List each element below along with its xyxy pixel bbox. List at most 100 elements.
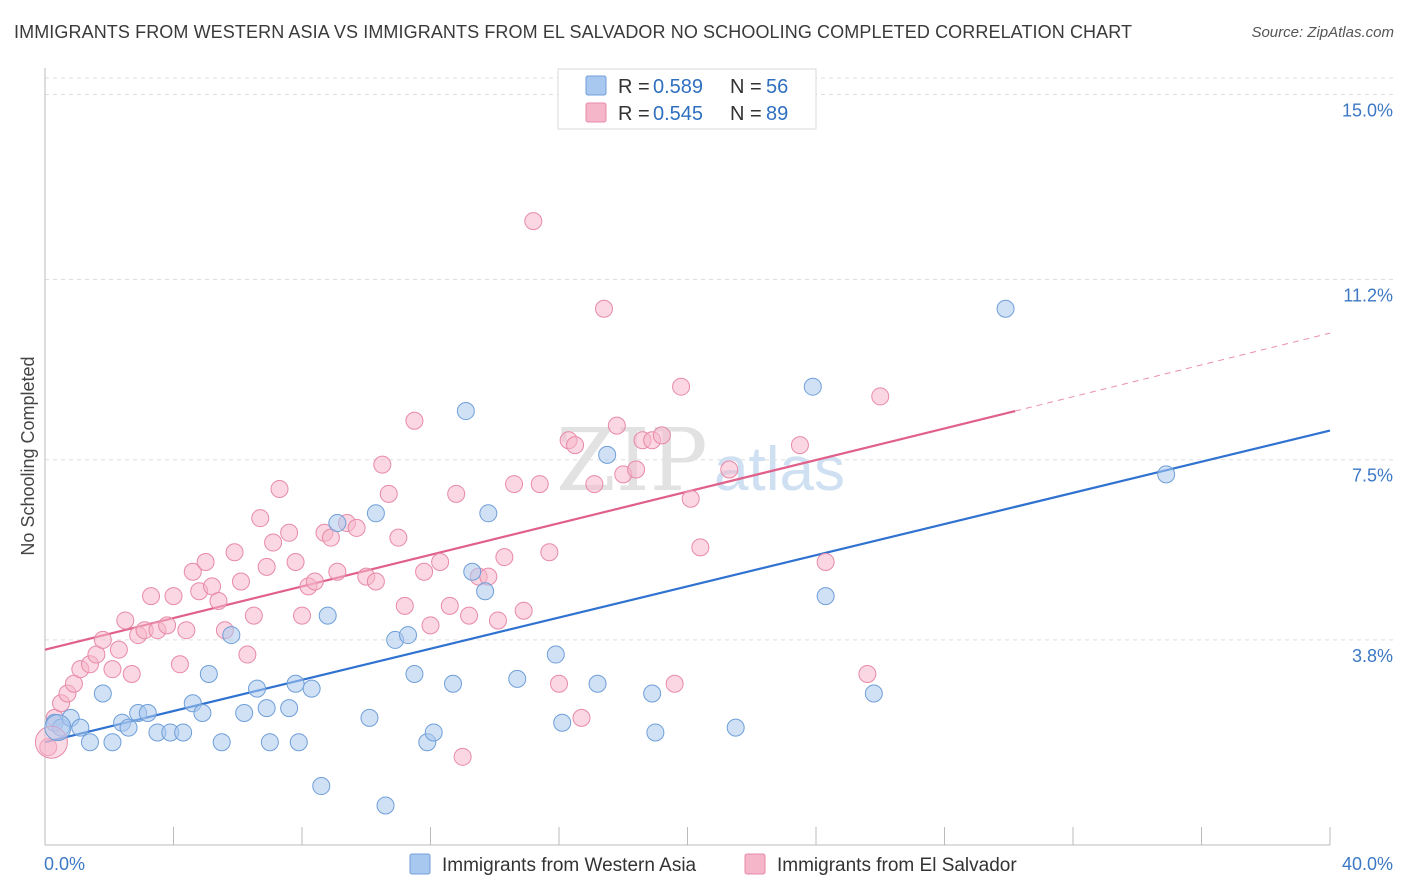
data-point [302, 679, 321, 698]
legend-n-label-2: N = [730, 103, 762, 125]
data-point [289, 733, 308, 752]
data-point [93, 684, 112, 703]
data-point [546, 645, 565, 664]
data-point [71, 718, 90, 737]
data-point [431, 553, 450, 572]
data-point [566, 436, 585, 455]
data-point [270, 479, 289, 498]
data-point [476, 582, 495, 601]
data-point [460, 606, 479, 625]
data-point [505, 475, 524, 494]
data-point [443, 674, 462, 693]
x-tick-labels: 0.0% 40.0% [44, 854, 1393, 874]
data-point [251, 509, 270, 528]
data-point [405, 665, 424, 684]
data-point [257, 699, 276, 718]
data-point [463, 562, 482, 581]
data-point [379, 484, 398, 503]
data-point [366, 504, 385, 523]
y-axis-label: No Schooling Completed [18, 356, 38, 555]
data-point [453, 747, 472, 766]
bottom-legend-swatch-western-asia [409, 853, 431, 875]
data-point [318, 606, 337, 625]
chart-title: IMMIGRANTS FROM WESTERN ASIA VS IMMIGRAN… [14, 22, 1133, 42]
data-point [109, 640, 128, 659]
data-point [231, 572, 250, 591]
data-point [328, 562, 347, 581]
legend-swatch-el-salvador [585, 102, 607, 123]
data-point [122, 665, 141, 684]
y-tick-label: 7.5% [1352, 466, 1393, 486]
data-point [222, 626, 241, 645]
gridlines [45, 77, 1395, 641]
legend-r-label-1: R = [618, 76, 650, 98]
data-point [248, 679, 267, 698]
data-point [550, 674, 568, 693]
source-credit: Source: ZipAtlas.com [1251, 24, 1394, 41]
data-point [293, 606, 311, 625]
legend: R = 0.589 N = 56 R = 0.545 N = 89 [557, 68, 817, 130]
axes [44, 68, 1331, 846]
data-point [598, 445, 617, 464]
data-point [816, 553, 835, 572]
data-point [871, 387, 890, 406]
data-point [389, 528, 408, 547]
data-point [524, 212, 543, 231]
data-point [858, 665, 877, 684]
data-point [142, 587, 161, 606]
data-point [209, 591, 228, 610]
data-point [347, 518, 366, 537]
data-point [260, 733, 279, 752]
data-point [193, 703, 212, 722]
data-point [399, 626, 418, 645]
data-point [103, 733, 122, 752]
data-point [116, 611, 135, 630]
data-point [174, 723, 193, 742]
legend-n-value-2: 89 [766, 103, 788, 125]
data-point [508, 669, 527, 688]
bottom-legend-label-el-salvador: Immigrants from El Salvador [777, 855, 1017, 876]
data-point [376, 796, 395, 815]
data-point [996, 299, 1015, 318]
data-point [138, 703, 157, 722]
data-point [183, 562, 202, 581]
data-point [280, 523, 299, 542]
data-point [405, 411, 424, 430]
watermark: ZIP atlas [556, 411, 845, 511]
data-point [646, 723, 665, 742]
data-point [395, 596, 414, 615]
data-point [225, 543, 244, 562]
data-point [726, 718, 745, 737]
data-point [514, 601, 533, 620]
data-point [440, 596, 459, 615]
trend-lines [44, 332, 1331, 744]
data-point [572, 708, 591, 727]
data-point [280, 699, 299, 718]
data-point [212, 733, 231, 752]
bottom-legend: Immigrants from Western Asia Immigrants … [409, 853, 1017, 876]
x-tick-label-max: 40.0% [1342, 854, 1393, 874]
data-point [447, 484, 466, 503]
data-point [691, 538, 710, 557]
data-point [424, 723, 443, 742]
data-point [286, 674, 305, 693]
data-point [305, 572, 324, 591]
data-point [720, 460, 739, 479]
cluster-point [44, 714, 72, 742]
series-0-points [45, 299, 1176, 815]
data-point [312, 777, 331, 796]
data-point [790, 436, 809, 455]
series-1-points [39, 212, 890, 766]
data-points [34, 212, 1176, 815]
data-point [119, 718, 138, 737]
data-point [196, 553, 215, 572]
data-point [553, 713, 572, 732]
data-point [415, 562, 434, 581]
data-point [864, 684, 883, 703]
trend-line-el-salvador-extension [1015, 332, 1331, 412]
data-point [257, 557, 276, 576]
data-point [158, 616, 177, 635]
bottom-legend-swatch-el-salvador [744, 853, 766, 875]
data-point [421, 616, 440, 635]
data-point [235, 703, 254, 722]
